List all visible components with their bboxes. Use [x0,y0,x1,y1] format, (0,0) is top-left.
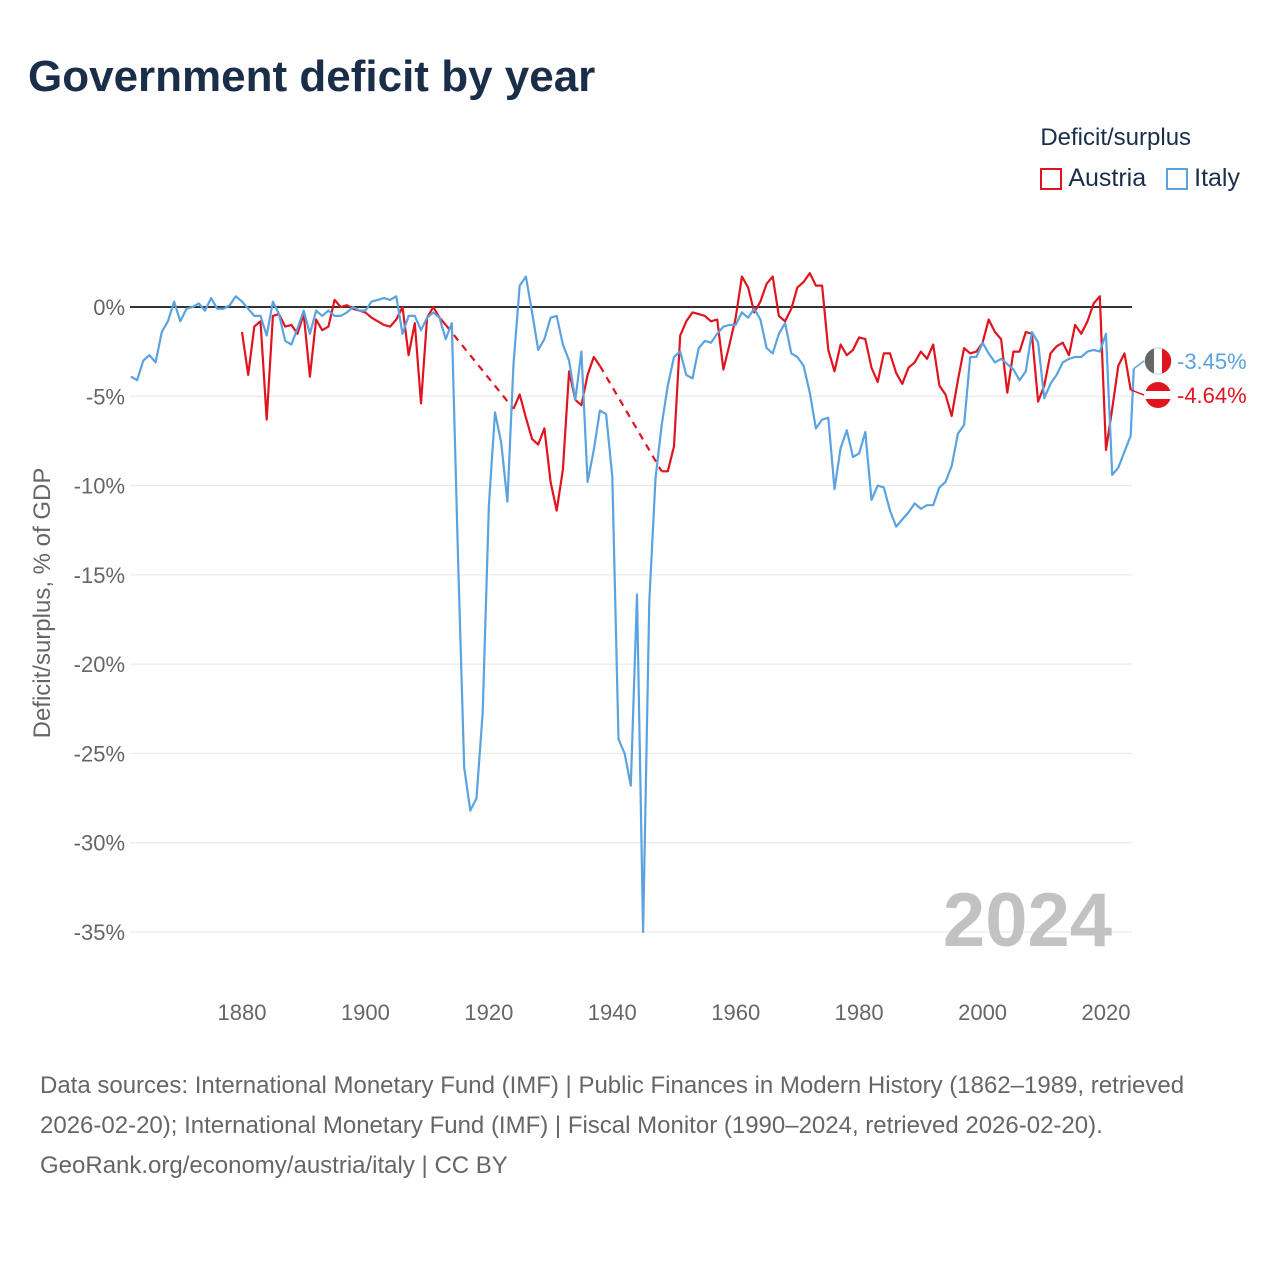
axes: 0% -5% -10% -15% -20% -25% -30% -35% 1880 1900 192… [74,295,1132,1025]
credit-line: GeoRank.org/economy/austria/italy | CC B… [40,1146,1250,1186]
legend-label-italy: Italy [1194,164,1240,192]
y-tick-label: -15% [74,563,125,588]
end-connector-austria [1130,389,1145,396]
x-tick-label: 1940 [588,1000,637,1025]
year-watermark: 2024 [943,878,1112,963]
legend-title: Deficit/surplus [1040,124,1192,151]
end-labels: -3.45% -4.64% [1130,347,1247,408]
legend-label-austria: Austria [1068,164,1147,192]
y-tick-label: -25% [74,741,125,766]
license: CC BY [434,1152,508,1179]
end-connector-italy [1133,360,1145,370]
x-tick-label: 2020 [1082,1000,1131,1025]
end-label-italy: -3.45% [1177,349,1247,374]
series-gap-austria [444,324,515,410]
legend-swatch-italy [1166,167,1189,190]
x-tick-label: 1900 [341,1000,390,1025]
y-tick-label: -10% [74,474,125,499]
y-tick-label: -20% [74,652,125,677]
y-tick-label: -5% [86,384,125,409]
flag-italy-left [1144,348,1154,374]
series [130,272,1135,934]
legend-swatch-austria [1040,167,1063,190]
legend: Deficit/surplus Austria Italy [1040,124,1240,193]
y-tick-label: -30% [74,831,125,856]
series-line-austria [512,355,601,512]
credit-separator: | [414,1152,435,1179]
y-tick-label: -35% [74,920,125,945]
legend-items: Austria Italy [1040,164,1240,193]
chart-title: Government deficit by year [28,52,596,101]
flag-austria-band [1145,391,1171,399]
legend-item-austria[interactable]: Austria [1040,164,1146,193]
sources-footer: Data sources: International Monetary Fun… [40,1066,1250,1186]
end-label-austria: -4.64% [1177,383,1247,408]
sources-text: Data sources: International Monetary Fun… [40,1072,1185,1139]
series-line-austria [240,298,447,421]
flag-marker-austria [1145,382,1171,408]
x-tick-label: 2000 [958,1000,1007,1025]
x-tick-label: 1920 [464,1000,513,1025]
y-tick-label: 0% [93,295,125,320]
x-tick-label: 1880 [218,1000,267,1025]
grid [130,395,1132,933]
x-tick-label: 1980 [835,1000,884,1025]
flag-marker-italy [1144,347,1172,375]
x-tick-label: 1960 [711,1000,760,1025]
chart-plot: 2024 0% -5% -10% -15% -20% -25% -30% -35% 1880 19… [29,272,1247,1025]
y-axis-label: Deficit/surplus, % of GDP [29,468,56,739]
series-line-austria [661,272,1132,473]
series-line-italy [130,275,1135,934]
credit-link[interactable]: GeoRank.org/economy/austria/italy [40,1152,415,1179]
legend-item-italy[interactable]: Italy [1166,164,1240,193]
flag-italy-right [1162,348,1172,374]
